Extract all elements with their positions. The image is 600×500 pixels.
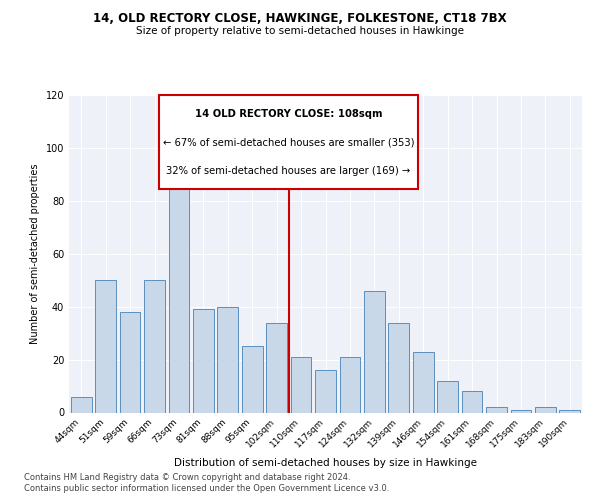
Y-axis label: Number of semi-detached properties: Number of semi-detached properties: [30, 164, 40, 344]
Bar: [340, 357, 361, 412]
Text: Contains public sector information licensed under the Open Government Licence v3: Contains public sector information licen…: [24, 484, 389, 493]
Bar: [290, 357, 311, 412]
Bar: [437, 381, 458, 412]
Bar: [535, 407, 556, 412]
X-axis label: Distribution of semi-detached houses by size in Hawkinge: Distribution of semi-detached houses by …: [174, 458, 477, 468]
Bar: [144, 280, 165, 412]
Bar: [169, 188, 190, 412]
Text: 14 OLD RECTORY CLOSE: 108sqm: 14 OLD RECTORY CLOSE: 108sqm: [194, 110, 382, 120]
Bar: [315, 370, 336, 412]
Bar: [95, 280, 116, 412]
Bar: [242, 346, 263, 412]
Bar: [413, 352, 434, 412]
FancyBboxPatch shape: [159, 95, 418, 188]
Bar: [559, 410, 580, 412]
Bar: [217, 306, 238, 412]
Text: 14, OLD RECTORY CLOSE, HAWKINGE, FOLKESTONE, CT18 7BX: 14, OLD RECTORY CLOSE, HAWKINGE, FOLKEST…: [93, 12, 507, 26]
Bar: [193, 310, 214, 412]
Bar: [486, 407, 507, 412]
Text: ← 67% of semi-detached houses are smaller (353): ← 67% of semi-detached houses are smalle…: [163, 138, 414, 148]
Text: 32% of semi-detached houses are larger (169) →: 32% of semi-detached houses are larger (…: [166, 166, 410, 176]
Bar: [388, 322, 409, 412]
Bar: [119, 312, 140, 412]
Bar: [511, 410, 532, 412]
Bar: [461, 392, 482, 412]
Bar: [266, 322, 287, 412]
Bar: [71, 396, 92, 412]
Text: Size of property relative to semi-detached houses in Hawkinge: Size of property relative to semi-detach…: [136, 26, 464, 36]
Text: Contains HM Land Registry data © Crown copyright and database right 2024.: Contains HM Land Registry data © Crown c…: [24, 472, 350, 482]
Bar: [364, 291, 385, 412]
